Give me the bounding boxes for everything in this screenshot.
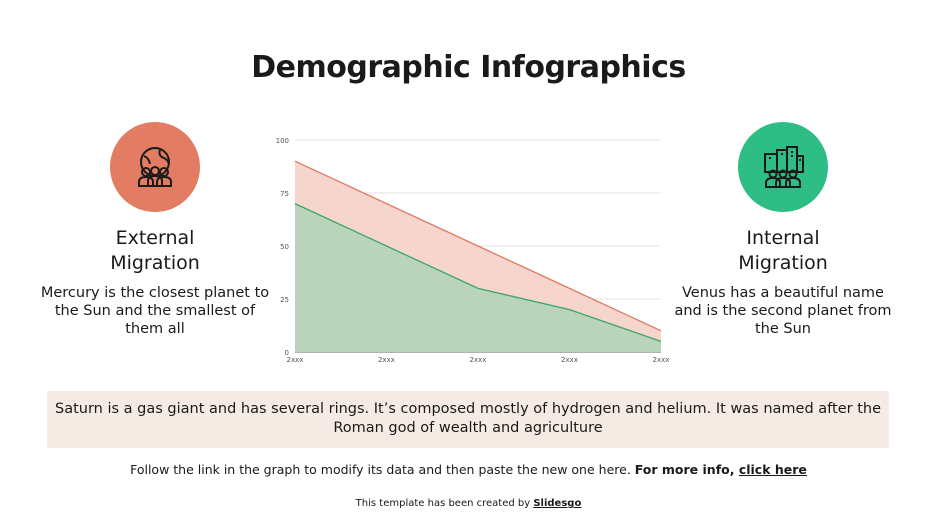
credit-text: This template has been created by Slides… <box>355 498 582 509</box>
y-tick-label: 0 <box>285 349 289 357</box>
click-here-link[interactable]: click here <box>738 462 807 477</box>
area-chart: 0 25 50 75 100 2xxx 2xxx 2xxx 2xxx 2xxx <box>276 137 670 364</box>
series-area <box>295 203 661 352</box>
internal-migration-badge <box>738 122 828 212</box>
x-tick-label: 2xxx <box>653 356 670 364</box>
city-people-icon <box>764 146 804 188</box>
x-tick-label: 2xxx <box>378 356 395 364</box>
external-migration-block: External Migration Mercury is the closest… <box>40 122 270 338</box>
info-note: Saturn is a gas giant and has several ri… <box>47 391 889 448</box>
y-tick-label: 75 <box>280 190 289 198</box>
series-line <box>294 203 662 343</box>
y-tick-label: 50 <box>280 243 289 251</box>
external-migration-badge <box>110 122 200 212</box>
follow-text: Follow the link in the graph to modify i… <box>130 462 807 477</box>
y-tick-label: 25 <box>280 296 289 304</box>
external-migration-text: Mercury is the closest planet to the Sun… <box>40 285 270 337</box>
x-tick-label: 2xxx <box>470 356 487 364</box>
internal-migration-heading: Internal Migration <box>738 227 828 274</box>
external-migration-heading: External Migration <box>110 227 200 274</box>
x-tick-label: 2xxx <box>287 356 304 364</box>
internal-migration-block: Internal Migration Venus has a beautiful … <box>668 122 898 338</box>
y-tick-label: 100 <box>276 137 289 145</box>
globe-people-icon <box>138 147 172 187</box>
internal-migration-text: Venus has a beautiful name and is the se… <box>674 285 892 337</box>
slidesgo-link[interactable]: Slidesgo <box>533 498 582 509</box>
series-line <box>294 160 662 332</box>
x-tick-label: 2xxx <box>561 356 578 364</box>
page-title: Demographic Infographics <box>251 50 686 85</box>
